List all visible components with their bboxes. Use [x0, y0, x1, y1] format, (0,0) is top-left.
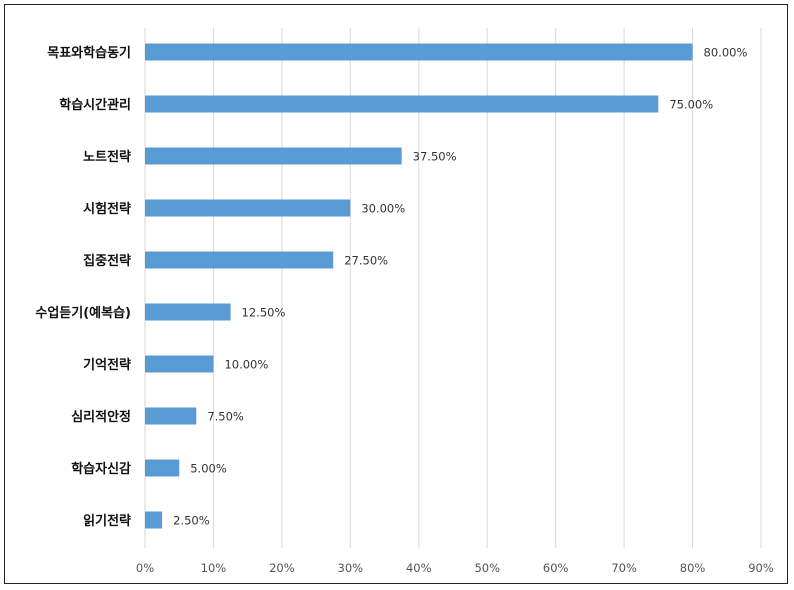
- data-label: 80.00%: [704, 46, 748, 60]
- category-label: 노트전략: [83, 149, 131, 165]
- bar: [145, 95, 659, 113]
- x-tick-label: 30%: [338, 561, 364, 575]
- x-tick-label: 0%: [136, 561, 154, 575]
- x-tick-label: 90%: [748, 561, 774, 575]
- category-label: 학습시간관리: [59, 97, 131, 113]
- data-label: 2.50%: [173, 514, 210, 528]
- data-label: 30.00%: [361, 202, 405, 216]
- data-label: 5.00%: [190, 462, 227, 476]
- data-label: 7.50%: [207, 410, 244, 424]
- data-label: 12.50%: [242, 306, 286, 320]
- category-label: 집중전략: [83, 253, 131, 269]
- data-label: 37.50%: [413, 150, 457, 164]
- bar: [145, 459, 180, 477]
- bar: [145, 511, 163, 529]
- category-label: 목표와학습동기: [47, 45, 131, 61]
- x-tick-label: 20%: [269, 561, 295, 575]
- x-tick-label: 80%: [680, 561, 706, 575]
- bar: [145, 199, 351, 217]
- bar: [145, 303, 231, 321]
- category-label: 수업듣기(예복습): [35, 305, 131, 321]
- value-labels: 80.00% 75.00% 37.50% 30.00% 27.50% 12.50% 10.0…: [173, 46, 747, 528]
- bar: [145, 43, 693, 61]
- category-label: 학습자신감: [71, 461, 131, 477]
- category-label: 시험전략: [83, 201, 131, 217]
- bar: [145, 147, 402, 165]
- data-label: 75.00%: [669, 98, 713, 112]
- bars: [145, 43, 693, 529]
- category-label: 기억전략: [83, 357, 131, 373]
- category-label: 심리적안정: [71, 409, 131, 425]
- data-label: 27.50%: [344, 254, 388, 268]
- x-axis-ticks: 0% 10% 20% 30% 40% 50% 60% 70% 80% 90%: [136, 561, 774, 575]
- bar: [145, 355, 214, 373]
- x-tick-label: 40%: [406, 561, 432, 575]
- category-label: 읽기전략: [83, 513, 131, 529]
- x-tick-label: 50%: [474, 561, 500, 575]
- x-tick-label: 10%: [201, 561, 227, 575]
- bar: [145, 251, 334, 269]
- data-label: 10.00%: [224, 358, 268, 372]
- x-tick-label: 60%: [543, 561, 569, 575]
- x-tick-label: 70%: [611, 561, 637, 575]
- bar: [145, 407, 197, 425]
